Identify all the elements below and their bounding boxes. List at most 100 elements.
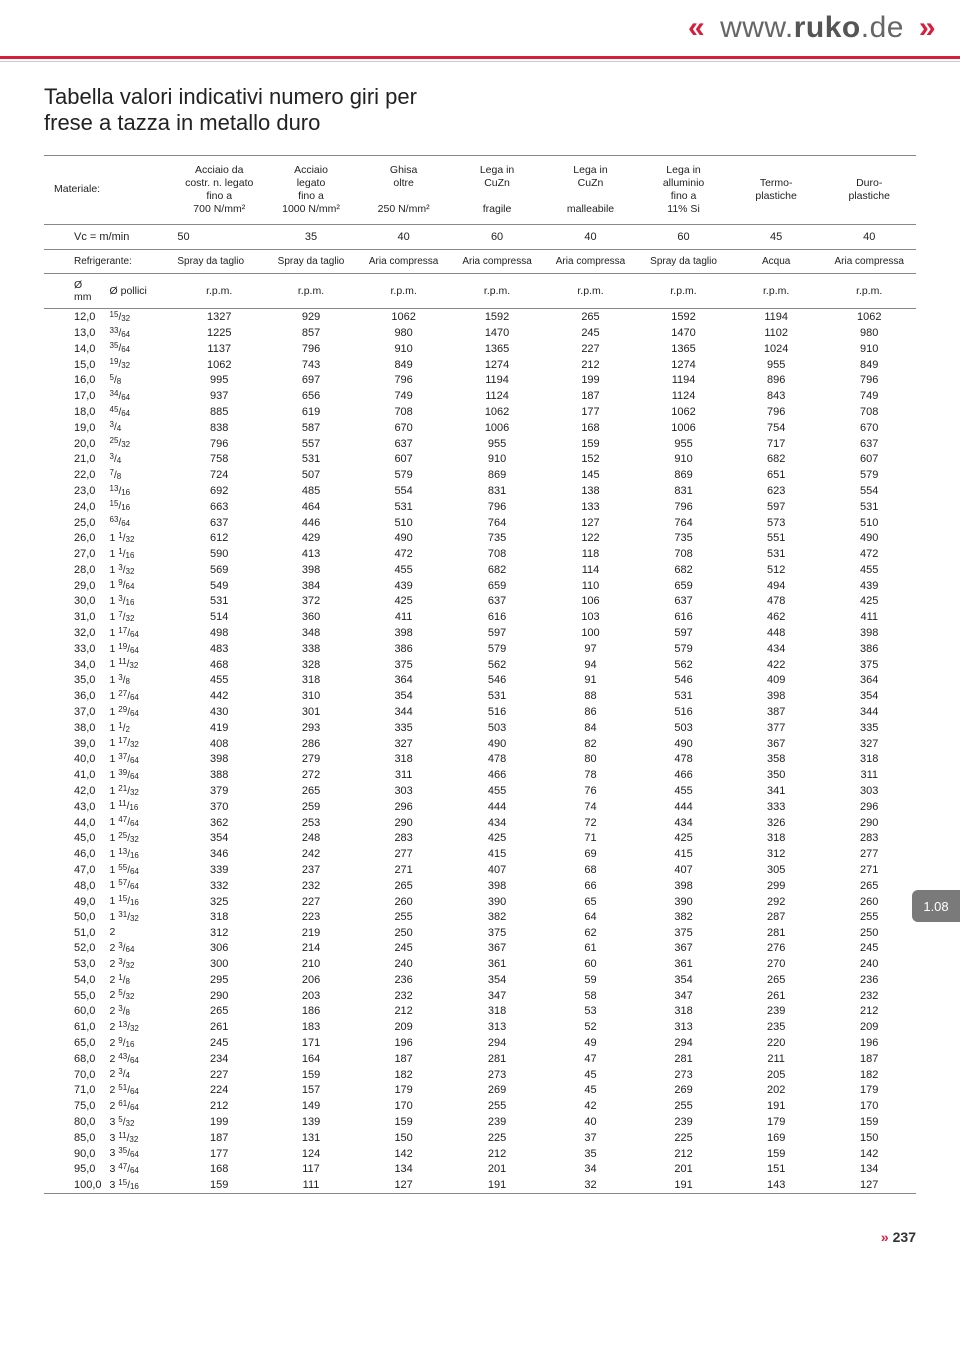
cell-rpm: 206 (265, 972, 357, 988)
cell-rpm: 1062 (173, 357, 265, 373)
cell-rpm: 279 (265, 752, 357, 768)
cell-rpm: 255 (450, 1098, 543, 1114)
cell-rpm: 239 (730, 1004, 823, 1020)
cell-rpm: 111 (265, 1177, 357, 1193)
cell-rpm: 94 (544, 657, 637, 673)
table-row: 41,01 39/6438827231146678466350311 (44, 767, 916, 783)
cell-mm: 60,0 (44, 1004, 106, 1020)
cell-mm: 31,0 (44, 609, 106, 625)
cell-rpm: 375 (450, 925, 543, 940)
table-row: 36,01 27/6444231035453188531398354 (44, 688, 916, 704)
cell-rpm: 134 (822, 1162, 916, 1178)
unit-row: Ø mmØ pollicir.p.m.r.p.m.r.p.m.r.p.m.r.p… (44, 274, 916, 309)
cell-rpm: 273 (637, 1067, 730, 1083)
cell-rpm: 384 (265, 578, 357, 594)
cell-rpm: 430 (173, 704, 265, 720)
cell-rpm: 796 (265, 341, 357, 357)
cell-inch: 19/32 (106, 357, 174, 373)
cell-rpm: 58 (544, 988, 637, 1004)
cell-rpm: 587 (265, 420, 357, 436)
cell-rpm: 277 (822, 846, 916, 862)
cell-rpm: 1124 (450, 388, 543, 404)
material-header-cell (106, 155, 174, 225)
cell-rpm: 659 (450, 578, 543, 594)
cell-rpm: 183 (265, 1019, 357, 1035)
table-row: 24,015/16663464531796133796597531 (44, 499, 916, 515)
cell-mm: 61,0 (44, 1019, 106, 1035)
cell-rpm: 78 (544, 767, 637, 783)
cell-rpm: 182 (822, 1067, 916, 1083)
cell-rpm: 764 (450, 515, 543, 531)
cell-rpm: 74 (544, 799, 637, 815)
cell-rpm: 327 (822, 736, 916, 752)
table-row: 55,02 5/3229020323234758347261232 (44, 988, 916, 1004)
cell-rpm: 236 (822, 972, 916, 988)
material-header-row: Materiale:Acciaio dacostr. n. legatofino… (44, 155, 916, 225)
cell-rpm: 127 (822, 1177, 916, 1193)
table-row: 20,025/32796557637955159955717637 (44, 436, 916, 452)
material-header-cell: Materiale: (44, 155, 106, 225)
cell-mm: 90,0 (44, 1146, 106, 1162)
material-header-cell: Ghisaoltre 250 N/mm² (357, 155, 450, 225)
cell-rpm: 503 (637, 720, 730, 736)
cell-rpm: 72 (544, 815, 637, 831)
table-row: 32,01 17/64498348398597100597448398 (44, 625, 916, 641)
cell-rpm: 758 (173, 451, 265, 467)
cell-rpm: 1062 (450, 404, 543, 420)
data-body: 12,015/321327929106215922651592119410621… (44, 309, 916, 1194)
cell-rpm: 301 (265, 704, 357, 720)
cell-rpm: 651 (730, 467, 823, 483)
cell-rpm: 117 (265, 1162, 357, 1178)
table-row: 12,015/32132792910621592265159211941062 (44, 309, 916, 325)
cell-rpm: 390 (450, 894, 543, 910)
cell-rpm: 419 (173, 720, 265, 736)
cell-rpm: 212 (822, 1004, 916, 1020)
cell-rpm: 42 (544, 1098, 637, 1114)
cell-rpm: 271 (357, 862, 450, 878)
cell-mm: 51,0 (44, 925, 106, 940)
cell-rpm: 838 (173, 420, 265, 436)
cell-mm: 45,0 (44, 831, 106, 847)
cell-rpm: 344 (357, 704, 450, 720)
cell-rpm: 869 (450, 467, 543, 483)
table-row: 39,01 17/3240828632749082490367327 (44, 736, 916, 752)
cell-rpm: 318 (265, 673, 357, 689)
cell-mm: 95,0 (44, 1162, 106, 1178)
cell-rpm: 448 (730, 625, 823, 641)
cell-rpm: 354 (173, 831, 265, 847)
cell-rpm: 607 (822, 451, 916, 467)
cell-rpm: 708 (450, 546, 543, 562)
cell-rpm: 354 (450, 972, 543, 988)
cell-mm: 80,0 (44, 1114, 106, 1130)
cell-inch: 25/32 (106, 436, 174, 452)
cell-rpm: 478 (637, 752, 730, 768)
cell-inch: 1 17/32 (106, 736, 174, 752)
cell-rpm: 118 (544, 546, 637, 562)
cell-rpm: 60 (544, 956, 637, 972)
cell-rpm: 212 (450, 1146, 543, 1162)
cell-rpm: 170 (822, 1098, 916, 1114)
cell-rpm: 272 (265, 767, 357, 783)
table-row: 61,02 13/3226118320931352313235209 (44, 1019, 916, 1035)
cell-mm: 44,0 (44, 815, 106, 831)
cell-rpm: 318 (822, 752, 916, 768)
cell-rpm: 260 (822, 894, 916, 910)
table-row: 53,02 3/3230021024036160361270240 (44, 956, 916, 972)
cell-inch: 2 9/16 (106, 1035, 174, 1051)
cell-rpm: 1062 (357, 309, 450, 325)
table-row: 23,013/16692485554831138831623554 (44, 483, 916, 499)
cell-rpm: 201 (637, 1162, 730, 1178)
cell-rpm: 717 (730, 436, 823, 452)
cell-rpm: 439 (822, 578, 916, 594)
cell-rpm: 407 (637, 862, 730, 878)
cell-rpm: 84 (544, 720, 637, 736)
cell-rpm: 179 (822, 1083, 916, 1099)
cell-inch: 3 15/16 (106, 1177, 174, 1193)
cell-rpm: 159 (265, 1067, 357, 1083)
refrigerant-value: Spray da taglio (173, 250, 265, 274)
cell-rpm: 265 (730, 972, 823, 988)
cell-inch: 1 55/64 (106, 862, 174, 878)
cell-rpm: 616 (450, 609, 543, 625)
cell-mm: 27,0 (44, 546, 106, 562)
cell-rpm: 379 (173, 783, 265, 799)
